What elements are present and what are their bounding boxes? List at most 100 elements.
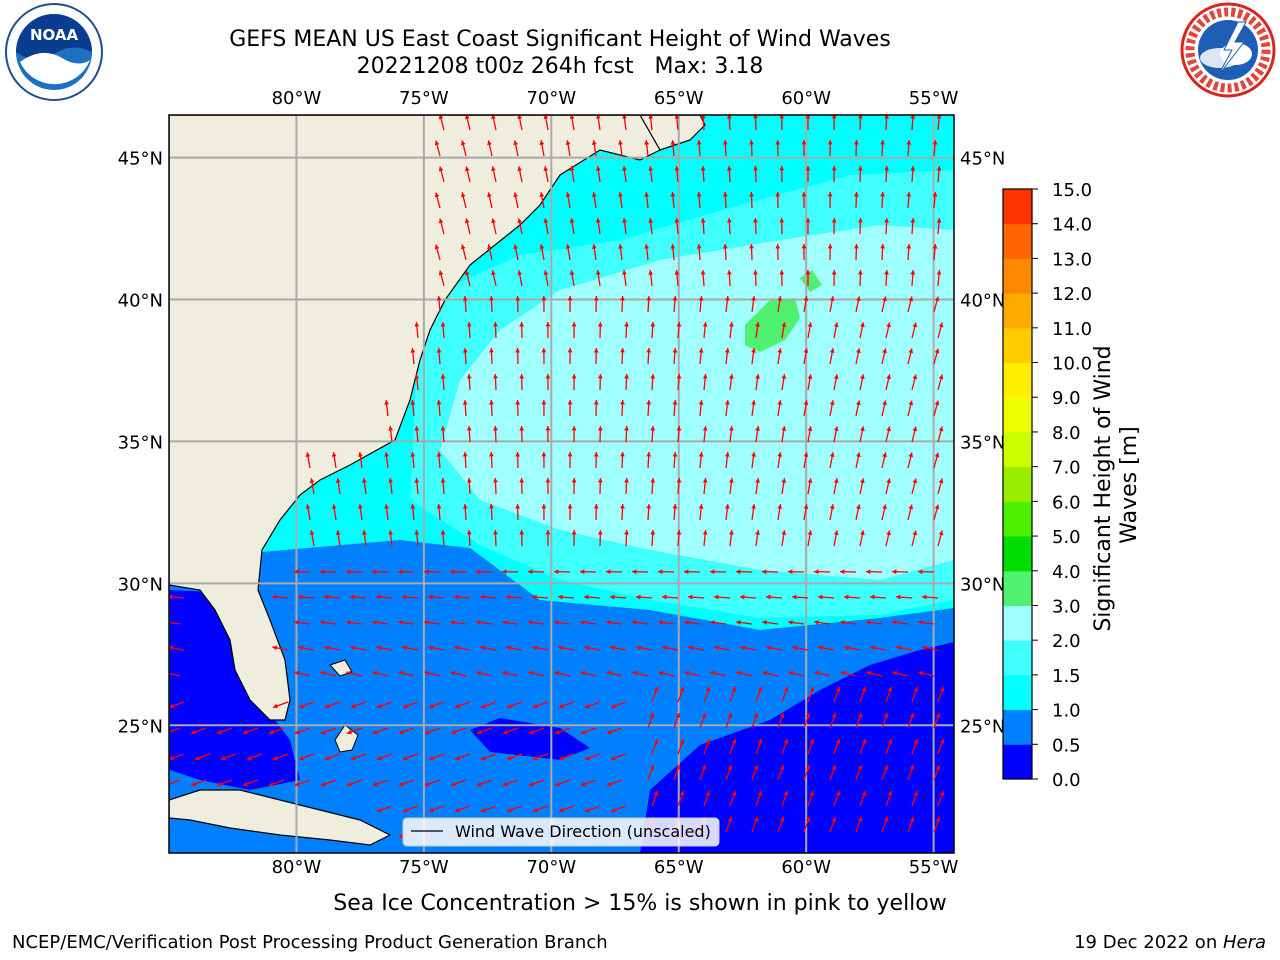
wind-wave-arrowhead — [636, 645, 642, 651]
wind-wave-arrowhead — [728, 322, 734, 327]
wind-wave-arrowhead — [491, 166, 496, 172]
wind-wave-arrowhead — [777, 296, 783, 301]
wind-wave-arrowhead — [454, 807, 460, 813]
footer-date-text: 19 Dec 2022 on — [1074, 932, 1223, 953]
wind-wave-arrowhead — [751, 400, 756, 405]
wind-wave-arrowhead — [515, 296, 521, 301]
wind-wave-arrowhead — [324, 645, 330, 651]
wind-wave-arrowhead — [436, 296, 442, 301]
wind-wave-arrowhead — [781, 374, 787, 379]
wind-wave-arrowhead — [857, 764, 863, 770]
wind-wave-arrowhead — [558, 645, 564, 651]
wind-wave-arrowhead — [860, 530, 865, 536]
wind-wave-arrowhead — [571, 322, 577, 327]
wind-wave-arrowhead — [908, 400, 914, 406]
wind-wave-arrowhead — [755, 322, 760, 327]
wind-wave-arrowhead — [558, 703, 564, 709]
wind-wave-arrowhead — [597, 530, 603, 535]
wind-wave-arrowhead — [372, 729, 378, 735]
wind-wave-arrowhead — [440, 322, 446, 327]
wind-wave-arrowhead — [646, 400, 652, 405]
wind-wave-arrowhead — [779, 115, 785, 119]
wind-wave-arrowhead — [480, 703, 486, 709]
wind-wave-arrowhead — [502, 620, 507, 625]
wind-wave-arrowhead — [939, 790, 945, 796]
wind-wave-arrowhead — [268, 729, 274, 735]
wind-wave-arrowhead — [466, 374, 472, 379]
colorbar-label: Significant Height of Wind Waves [m] — [1091, 338, 1142, 631]
wind-wave-arrowhead — [856, 296, 861, 302]
wind-wave-arrowhead — [216, 781, 222, 787]
wave-band-0-0.5-gulf — [170, 590, 300, 790]
wind-wave-arrowhead — [910, 166, 916, 171]
wind-wave-arrowhead — [372, 781, 378, 787]
wind-wave-arrowhead — [414, 530, 420, 535]
wind-wave-arrowhead — [220, 755, 226, 761]
wind-wave-arrowhead — [779, 816, 785, 822]
wind-wave-arrowhead — [532, 594, 537, 600]
wind-wave-arrowhead — [882, 296, 887, 302]
wind-wave-arrowhead — [906, 192, 912, 197]
chart-subtitle: 20221208 t00z 264h fcst Max: 3.18 — [356, 54, 764, 79]
wind-wave-arrowhead — [755, 374, 760, 379]
wind-wave-arrowhead — [886, 426, 891, 432]
wind-wave-arrowhead — [636, 594, 641, 600]
wind-wave-arrowhead — [543, 115, 549, 120]
colorbar-label-line1: Significant Height of Wind — [1091, 345, 1116, 631]
wind-wave-arrowhead — [571, 478, 577, 483]
wind-wave-arrowhead — [831, 816, 837, 822]
wind-wave-arrowhead — [644, 140, 650, 145]
wind-wave-arrowhead — [801, 140, 807, 145]
wind-wave-arrowhead — [464, 218, 470, 224]
wind-wave-arrowhead — [887, 790, 893, 796]
wind-wave-arrowhead — [565, 244, 571, 249]
wind-wave-arrowhead — [362, 530, 367, 535]
sea-ice-caption: Sea Ice Concentration > 15% is shown in … — [333, 891, 947, 916]
wind-wave-arrowhead — [424, 781, 430, 787]
wind-wave-arrowhead — [858, 270, 863, 275]
wind-wave-arrowhead — [726, 218, 732, 223]
wind-wave-arrowhead — [781, 322, 787, 327]
wind-wave-arrowhead — [346, 569, 351, 575]
wind-wave-arrowhead — [809, 790, 815, 796]
wind-wave-arrowhead — [679, 738, 685, 744]
lon-label-top: 80°W — [272, 88, 322, 109]
wind-wave-arrowhead — [938, 478, 944, 484]
wave-band-2.0-3.0 — [440, 225, 954, 580]
wind-wave-arrowhead — [398, 569, 403, 575]
wind-wave-arrowhead — [646, 504, 652, 509]
wind-wave-arrowhead — [936, 115, 942, 119]
wind-wave-arrowhead — [320, 670, 326, 676]
wind-wave-arrowhead — [727, 712, 733, 718]
wind-wave-arrowhead — [320, 569, 325, 575]
colorbar-tick-label: 12.0 — [1052, 284, 1092, 305]
wind-wave-arrowhead — [350, 703, 356, 709]
wind-wave-arrowhead — [595, 218, 601, 223]
wind-wave-arrowhead — [805, 218, 811, 223]
wind-wave-arrowhead — [753, 270, 758, 275]
wind-wave-arrowhead — [814, 620, 819, 625]
wind-wave-arrowhead — [731, 686, 737, 692]
wind-wave-arrowhead — [410, 348, 416, 353]
lat-label-right: 35°N — [960, 432, 1005, 453]
lat-label-left: 40°N — [118, 291, 163, 312]
footer-date: 19 Dec 2022 on Hera — [1074, 932, 1266, 953]
wind-wave-arrowhead — [934, 296, 940, 302]
wind-wave-arrowhead — [610, 594, 615, 600]
colorbar-segment — [1003, 744, 1032, 780]
wind-wave-arrowhead — [710, 620, 715, 625]
colorbar-tick-label: 0.0 — [1052, 770, 1081, 791]
wind-wave-arrowhead — [724, 400, 730, 405]
wind-wave-arrowhead — [309, 530, 315, 535]
land-nova-scotia — [639, 115, 706, 151]
wind-wave-arrowhead — [454, 594, 459, 600]
wind-wave-arrowhead — [428, 645, 434, 651]
wind-wave-arrowhead — [440, 530, 446, 535]
colorbar-tick-label: 15.0 — [1052, 180, 1092, 201]
wind-wave-arrowhead — [827, 140, 833, 145]
wind-wave-arrowhead — [860, 478, 865, 484]
wind-wave-arrowhead — [502, 781, 508, 787]
chart-title: GEFS MEAN US East Coast Significant Heig… — [229, 27, 891, 52]
wind-wave-arrowhead — [541, 296, 547, 301]
lat-label-left: 30°N — [118, 574, 163, 595]
